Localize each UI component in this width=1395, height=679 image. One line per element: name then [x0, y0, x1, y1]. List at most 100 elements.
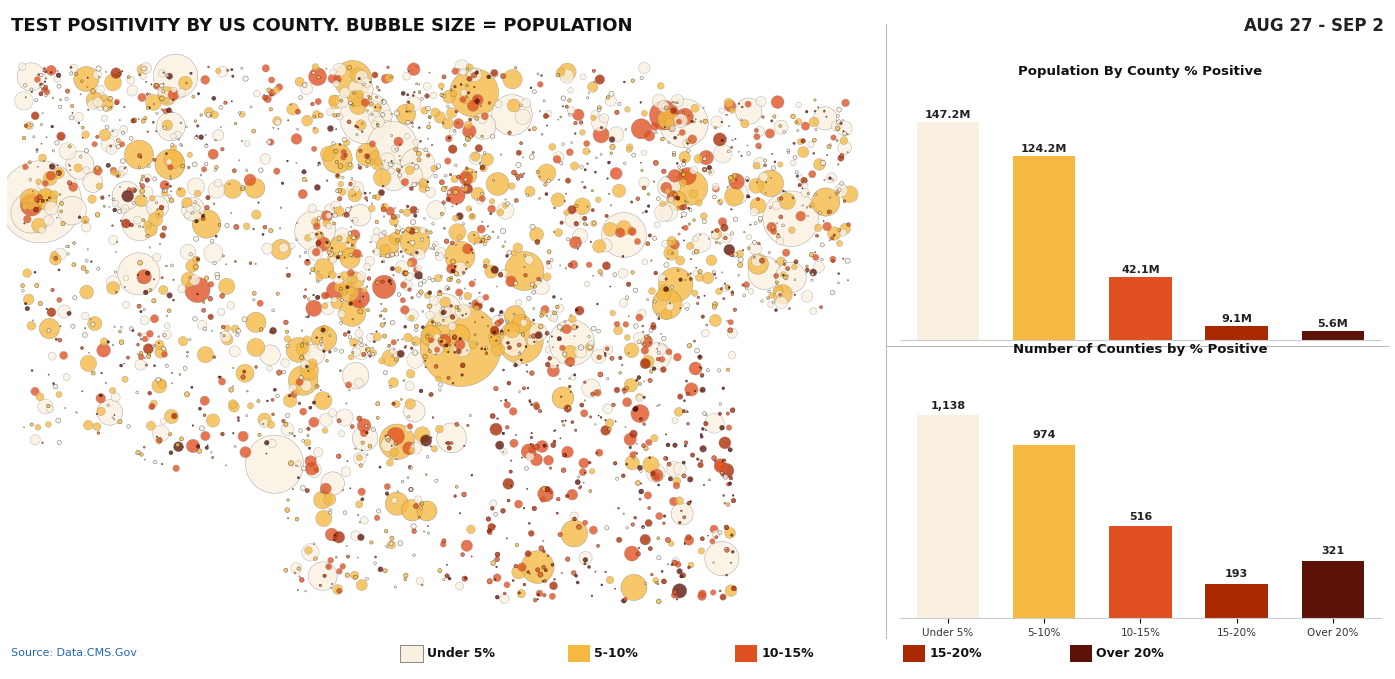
Point: [396, 473, 418, 483]
Point: [552, 450, 575, 461]
Point: [566, 477, 589, 488]
Point: [375, 541, 398, 552]
Point: [368, 117, 391, 128]
Point: [555, 71, 578, 81]
Point: [403, 550, 425, 561]
Point: [386, 164, 409, 175]
Point: [714, 471, 737, 482]
Point: [716, 545, 738, 555]
Point: [99, 141, 121, 151]
Point: [145, 198, 167, 208]
Point: [261, 438, 283, 449]
Point: [439, 263, 462, 274]
Point: [165, 71, 187, 82]
Point: [504, 309, 526, 320]
Point: [745, 125, 767, 136]
Point: [566, 577, 589, 588]
Point: [693, 408, 716, 419]
Point: [565, 117, 587, 128]
Point: [259, 136, 282, 147]
Point: [335, 281, 357, 292]
Point: [248, 430, 271, 441]
Point: [162, 94, 184, 105]
Point: [762, 149, 784, 160]
Point: [114, 299, 137, 310]
Point: [345, 93, 367, 104]
Point: [668, 517, 691, 528]
Point: [530, 282, 552, 293]
Point: [604, 416, 626, 427]
Point: [416, 90, 438, 101]
Point: [71, 122, 93, 133]
Point: [204, 352, 226, 363]
Point: [314, 483, 336, 494]
Text: 147.2M: 147.2M: [925, 110, 971, 120]
Point: [806, 230, 829, 241]
Point: [310, 341, 332, 352]
Point: [423, 243, 445, 254]
Point: [354, 193, 377, 204]
Point: [460, 470, 483, 481]
Point: [499, 455, 522, 466]
Point: [566, 239, 589, 250]
Point: [296, 338, 318, 349]
Point: [656, 103, 678, 113]
Point: [223, 346, 246, 356]
Point: [434, 297, 456, 308]
Point: [580, 383, 603, 394]
Point: [579, 342, 601, 352]
Point: [184, 274, 206, 285]
Point: [744, 206, 766, 217]
Point: [289, 425, 311, 436]
Point: [597, 344, 619, 355]
Point: [381, 263, 403, 274]
Point: [589, 241, 611, 252]
Point: [372, 204, 395, 215]
Point: [589, 103, 611, 113]
Point: [202, 149, 225, 160]
Point: [438, 443, 460, 454]
Point: [437, 282, 459, 293]
Point: [441, 238, 463, 249]
Point: [774, 272, 797, 283]
Point: [778, 303, 801, 314]
Point: [617, 397, 639, 407]
Point: [420, 187, 442, 198]
Point: [582, 525, 604, 536]
Point: [639, 543, 661, 554]
Point: [598, 574, 621, 585]
Point: [530, 543, 552, 553]
Point: [112, 66, 134, 77]
Point: [372, 314, 395, 325]
Point: [398, 411, 420, 422]
Point: [456, 291, 478, 301]
Point: [135, 62, 158, 73]
Point: [827, 278, 850, 289]
Point: [487, 232, 509, 243]
Point: [299, 443, 321, 454]
Point: [350, 251, 372, 261]
Point: [232, 183, 254, 194]
Point: [117, 352, 140, 363]
Point: [453, 140, 476, 151]
Point: [364, 102, 386, 113]
Point: [672, 159, 695, 170]
Point: [102, 167, 124, 178]
Point: [428, 112, 451, 123]
Point: [310, 486, 332, 497]
Point: [303, 290, 325, 301]
Point: [748, 158, 770, 168]
Point: [133, 71, 155, 81]
Point: [827, 268, 850, 279]
Point: [675, 375, 698, 386]
Point: [515, 270, 537, 280]
Point: [74, 129, 96, 140]
Point: [802, 267, 824, 278]
Point: [381, 539, 403, 550]
Point: [622, 428, 644, 439]
Point: [590, 122, 612, 133]
Point: [28, 177, 50, 187]
Point: [670, 255, 692, 266]
Point: [737, 174, 759, 185]
Point: [439, 301, 462, 312]
